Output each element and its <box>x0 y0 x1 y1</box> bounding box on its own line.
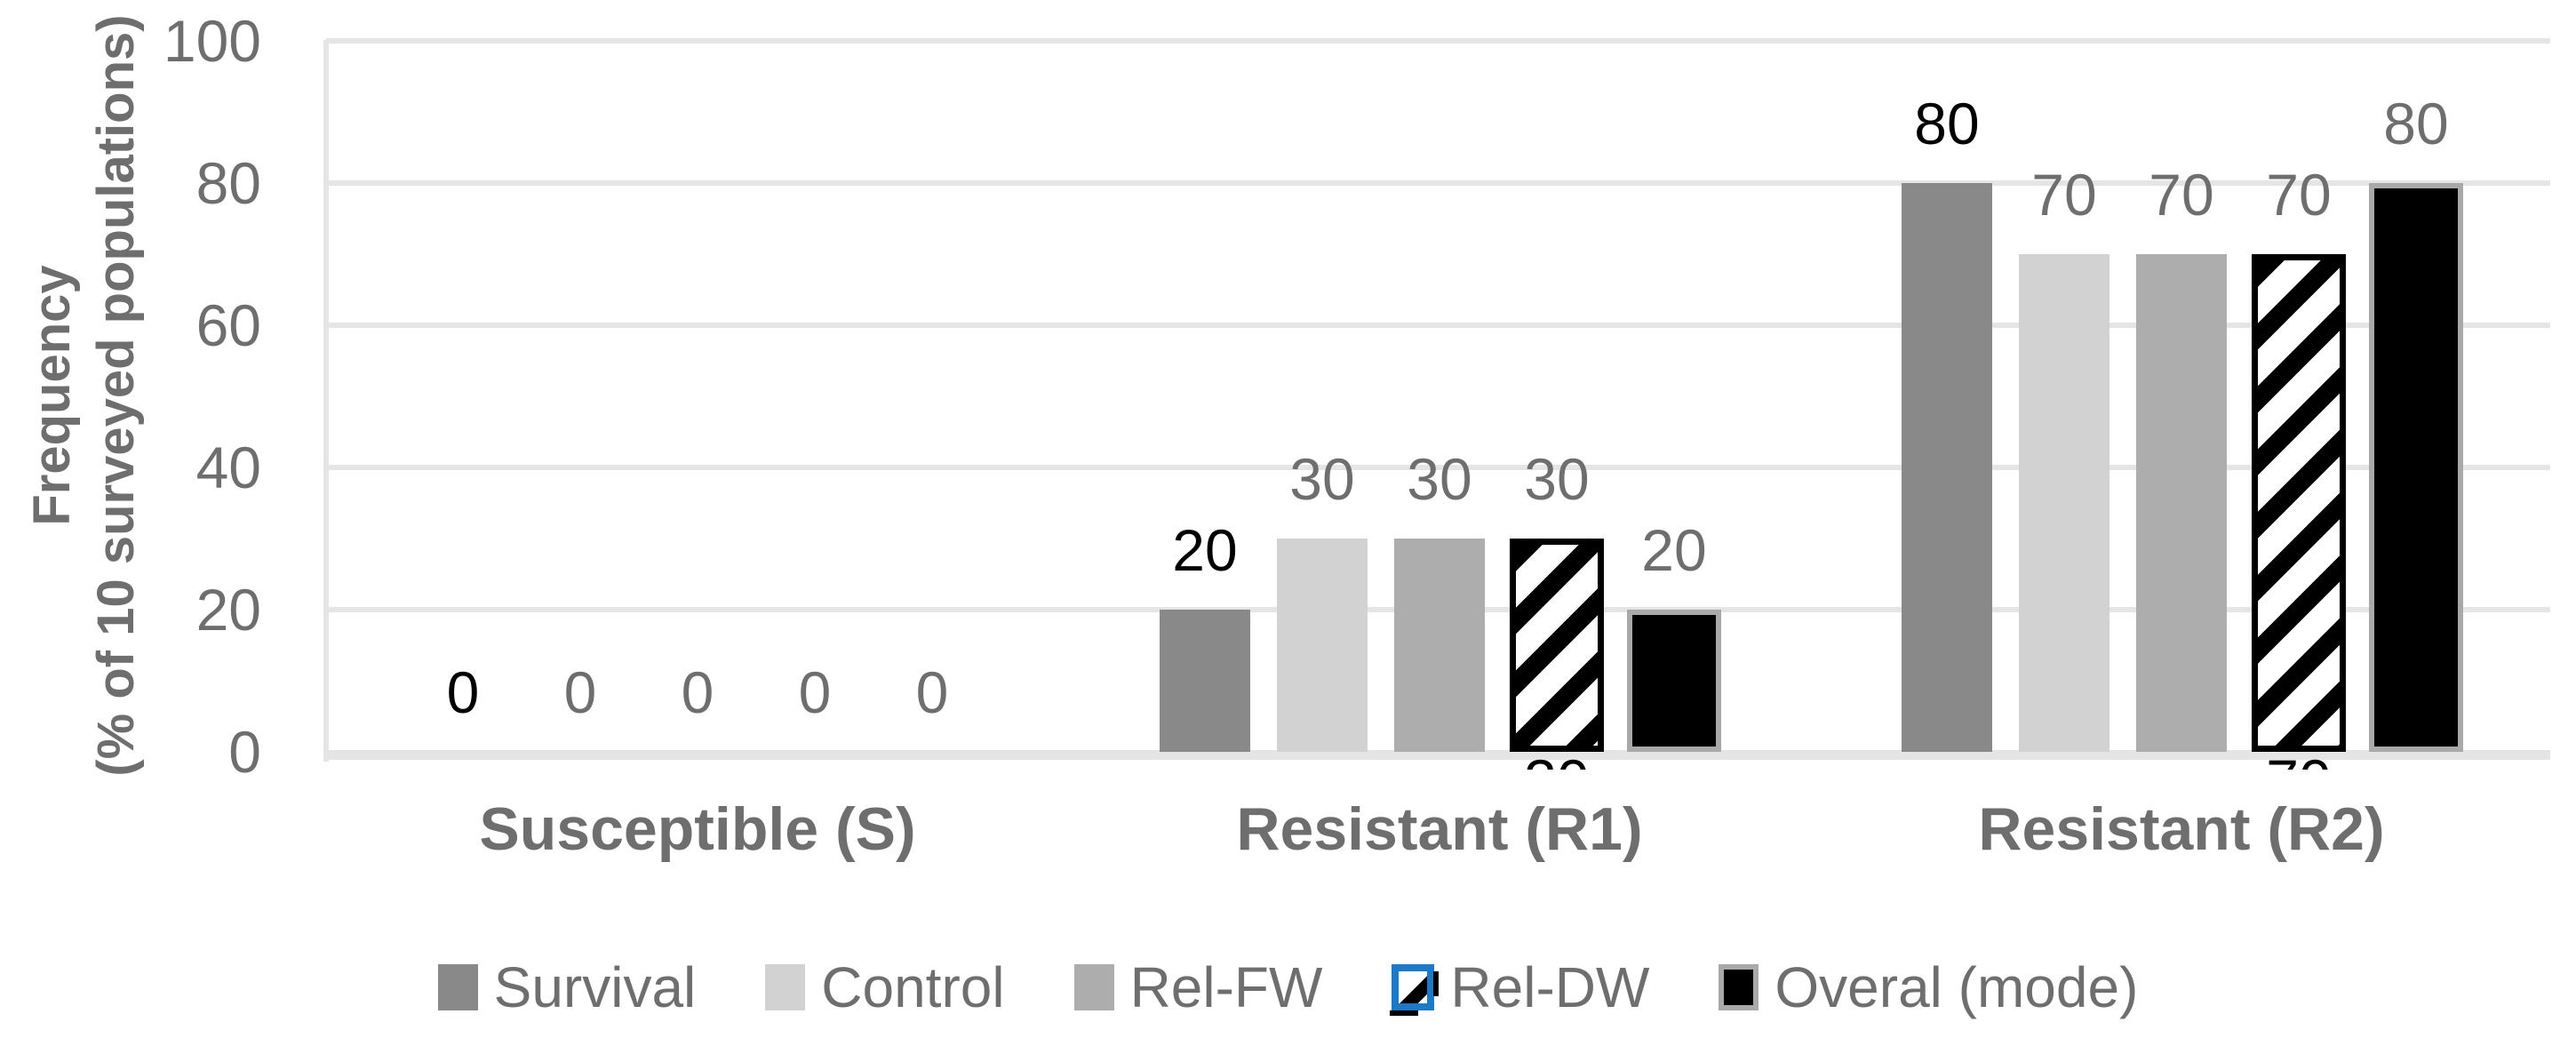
data-label: 0 <box>563 659 597 725</box>
clipped-data-label: 30 <box>1510 756 1604 770</box>
data-label: 80 <box>2383 91 2449 156</box>
legend-item-survival[interactable]: Survival <box>437 955 697 1019</box>
bar-control[interactable] <box>2019 254 2109 752</box>
legend-label: Overal (mode) <box>1774 955 2139 1019</box>
clipped-data-label-text: 30 <box>1510 756 1604 770</box>
bar-control[interactable] <box>1277 539 1368 752</box>
y-tick-label: 100 <box>163 8 261 74</box>
legend-label: Control <box>821 955 1005 1019</box>
bar-survival[interactable] <box>1902 183 1992 752</box>
legend: Survival Control Rel-FW Rel-DW Overal (mode) <box>0 956 2576 1018</box>
y-axis-title-line2: (% of 10 surveyed populations) <box>87 14 145 777</box>
data-label: 0 <box>798 659 832 725</box>
bar-rel-dw[interactable] <box>2252 254 2346 752</box>
data-label: 0 <box>446 659 480 725</box>
legend-label: Rel-FW <box>1129 955 1323 1019</box>
data-label: 30 <box>1524 446 1590 512</box>
category-label: Resistant (R1) <box>1236 795 1643 863</box>
data-label: 0 <box>915 659 949 725</box>
bar-rel-fw[interactable] <box>2136 254 2227 752</box>
data-label: 80 <box>1914 91 1980 156</box>
y-tick-label: 20 <box>195 577 261 643</box>
data-label: 70 <box>2266 162 2332 228</box>
legend-swatch <box>1719 964 1759 1010</box>
gridline <box>326 180 2550 186</box>
bar-overal-mode-[interactable] <box>2369 183 2463 752</box>
legend-item-control[interactable]: Control <box>765 955 1005 1019</box>
y-tick-label: 0 <box>228 719 261 785</box>
legend-swatch <box>1390 964 1440 1016</box>
gridline <box>326 38 2550 44</box>
data-label: 20 <box>1172 517 1238 583</box>
data-label: 70 <box>2149 162 2214 228</box>
gridline <box>326 323 2550 328</box>
bar-rel-fw[interactable] <box>1394 539 1485 752</box>
gridline <box>326 465 2550 470</box>
category-label: Resistant (R2) <box>1978 795 2385 863</box>
data-label: 70 <box>2031 162 2097 228</box>
legend-swatch <box>437 964 478 1010</box>
x-axis-line <box>326 750 2550 760</box>
clipped-data-label: 70 <box>2252 756 2346 770</box>
y-tick-label: 40 <box>195 435 261 500</box>
data-label: 30 <box>1289 446 1355 512</box>
data-label: 30 <box>1407 446 1472 512</box>
y-tick-label: 60 <box>195 292 261 358</box>
legend-label: Rel-DW <box>1450 955 1650 1019</box>
legend-swatch <box>1073 964 1114 1010</box>
data-label: 20 <box>1641 517 1707 583</box>
bar-survival[interactable] <box>1160 610 1250 752</box>
legend-item-rel-fw[interactable]: Rel-FW <box>1073 955 1323 1019</box>
legend-label: Survival <box>493 955 697 1019</box>
legend-swatch <box>765 964 806 1010</box>
data-label: 0 <box>681 659 714 725</box>
clipped-data-label-text: 70 <box>2252 756 2346 770</box>
y-axis-line <box>323 40 329 762</box>
legend-item-overal-mode-[interactable]: Overal (mode) <box>1719 956 2138 1018</box>
legend-item-rel-dw[interactable]: Rel-DW <box>1390 955 1650 1019</box>
category-label: Susceptible (S) <box>479 795 916 863</box>
bar-rel-dw[interactable] <box>1510 539 1604 752</box>
bar-overal-mode-[interactable] <box>1627 610 1721 752</box>
y-tick-label: 80 <box>195 150 261 216</box>
